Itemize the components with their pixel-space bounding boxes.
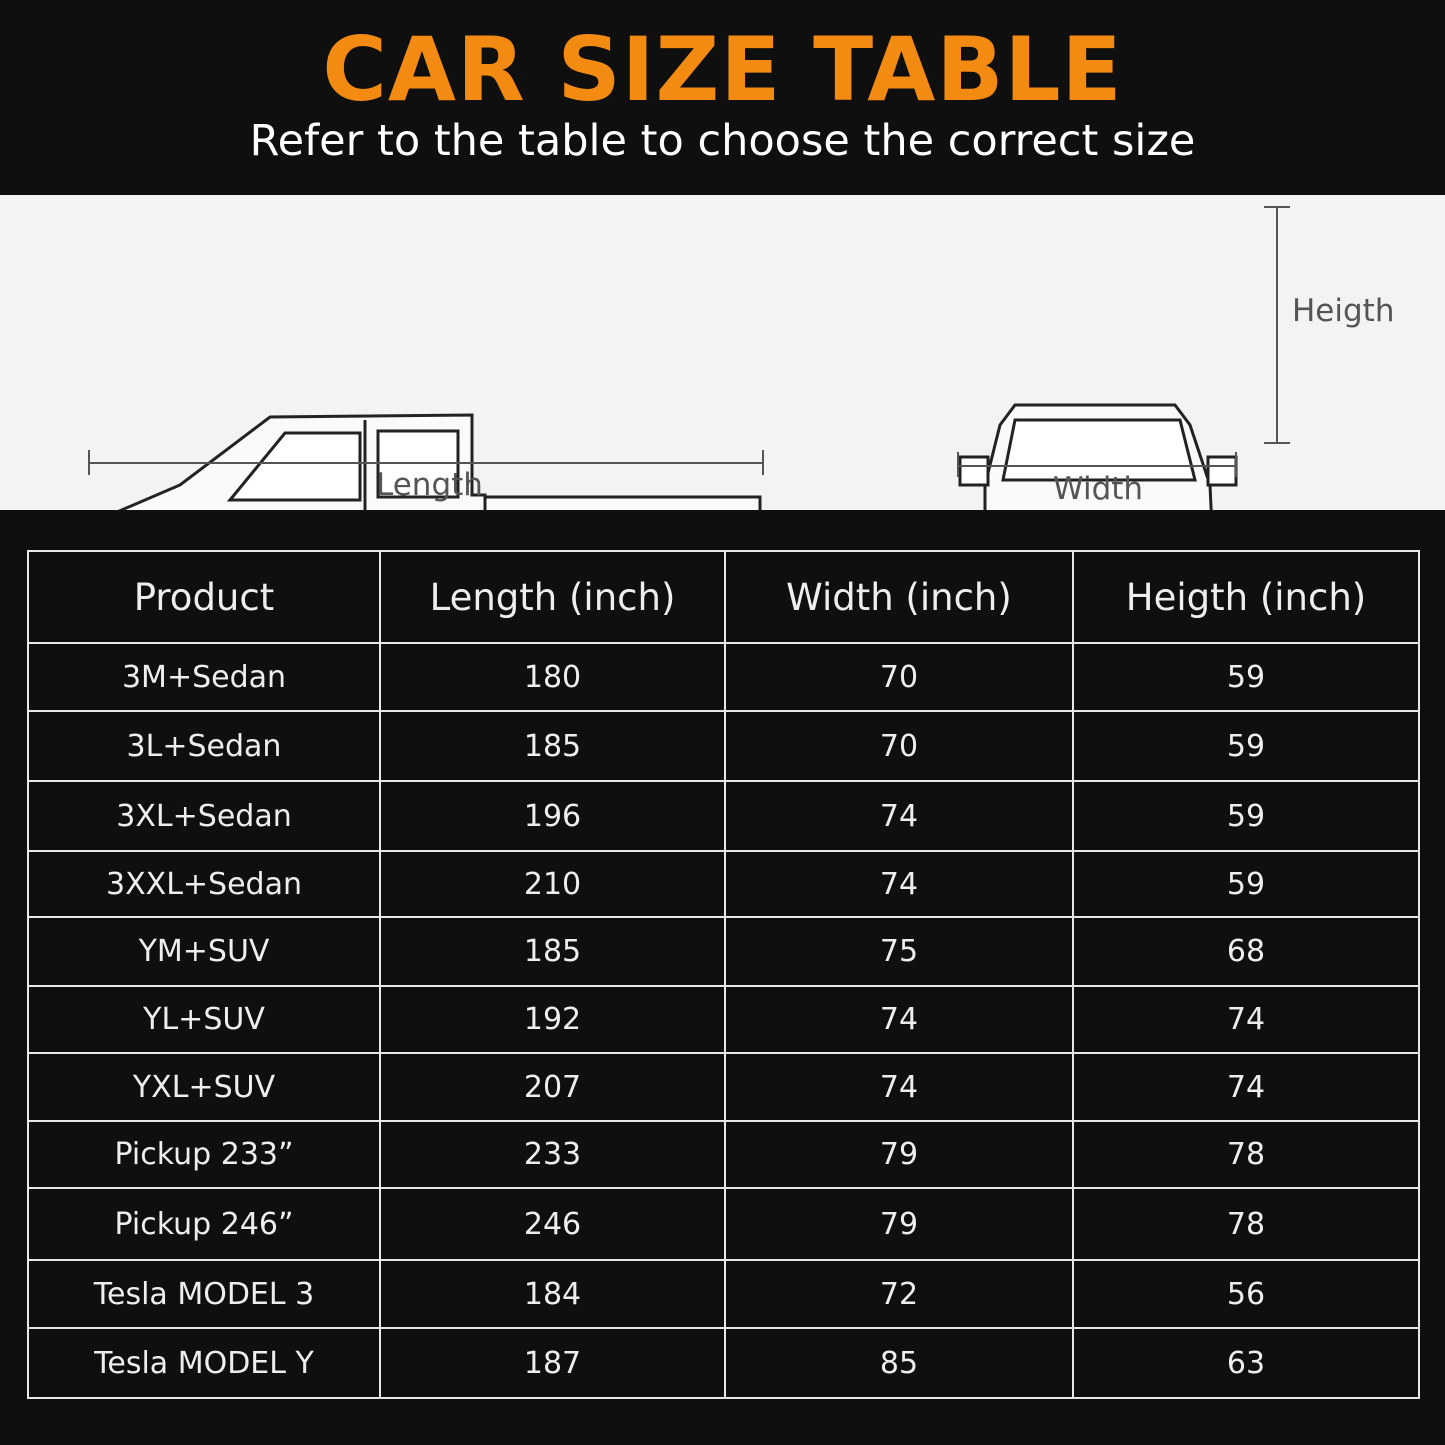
table-header-row: Product Length (inch) Width (inch) Heigth (… <box>27 550 1420 644</box>
length-cell: 185 <box>379 916 726 987</box>
table-row: YL+SUV 192 74 74 <box>27 985 1420 1054</box>
product-cell: 3XXL+Sedan <box>27 850 381 918</box>
width-cell: 74 <box>724 985 1074 1054</box>
length-cell: 180 <box>379 642 726 712</box>
column-header: Length (inch) <box>379 550 726 644</box>
height-cell: 59 <box>1072 780 1420 852</box>
table-row: Pickup 233” 233 79 78 <box>27 1120 1420 1189</box>
width-cell: 72 <box>724 1259 1074 1329</box>
length-cell: 185 <box>379 710 726 782</box>
height-cell: 59 <box>1072 710 1420 782</box>
table-row: Tesla MODEL Y 187 85 63 <box>27 1327 1420 1399</box>
length-cell: 196 <box>379 780 726 852</box>
size-table: Product Length (inch) Width (inch) Heigth (… <box>27 550 1420 1399</box>
length-cell: 184 <box>379 1259 726 1329</box>
length-cell: 187 <box>379 1327 726 1399</box>
height-cell: 63 <box>1072 1327 1420 1399</box>
table-row: YXL+SUV 207 74 74 <box>27 1052 1420 1122</box>
header: CAR SIZE TABLE Refer to the table to cho… <box>0 0 1445 195</box>
column-header: Heigth (inch) <box>1072 550 1420 644</box>
table-row: Tesla MODEL 3 184 72 56 <box>27 1259 1420 1329</box>
product-cell: 3M+Sedan <box>27 642 381 712</box>
dimension-diagram: Length Width Heigth <box>0 195 1445 510</box>
length-cell: 192 <box>379 985 726 1054</box>
height-cell: 56 <box>1072 1259 1420 1329</box>
product-cell: Pickup 233” <box>27 1120 381 1189</box>
height-cell: 59 <box>1072 642 1420 712</box>
table-row: Pickup 246” 246 79 78 <box>27 1187 1420 1261</box>
height-label: Heigth <box>1292 293 1395 329</box>
column-header: Width (inch) <box>724 550 1074 644</box>
width-label: Width <box>1053 471 1144 507</box>
product-cell: 3XL+Sedan <box>27 780 381 852</box>
truck-bed <box>483 495 762 510</box>
length-cell: 210 <box>379 850 726 918</box>
product-cell: Tesla MODEL 3 <box>27 1259 381 1329</box>
width-cell: 79 <box>724 1187 1074 1261</box>
table-row: 3M+Sedan 180 70 59 <box>27 642 1420 712</box>
height-cell: 78 <box>1072 1120 1420 1189</box>
width-cell: 74 <box>724 780 1074 852</box>
page-subtitle: Refer to the table to choose the correct… <box>249 116 1196 166</box>
height-cell: 74 <box>1072 1052 1420 1122</box>
table-row: 3L+Sedan 185 70 59 <box>27 710 1420 782</box>
product-cell: YXL+SUV <box>27 1052 381 1122</box>
length-label: Length <box>376 467 483 503</box>
width-cell: 74 <box>724 1052 1074 1122</box>
truck-illustration <box>88 206 1290 510</box>
table-row: 3XXL+Sedan 210 74 59 <box>27 850 1420 918</box>
height-cell: 78 <box>1072 1187 1420 1261</box>
width-cell: 74 <box>724 850 1074 918</box>
table-row: 3XL+Sedan 196 74 59 <box>27 780 1420 852</box>
height-cell: 59 <box>1072 850 1420 918</box>
length-cell: 207 <box>379 1052 726 1122</box>
width-cell: 75 <box>724 916 1074 987</box>
product-cell: YM+SUV <box>27 916 381 987</box>
width-cell: 79 <box>724 1120 1074 1189</box>
column-header: Product <box>27 550 381 644</box>
width-cell: 70 <box>724 710 1074 782</box>
product-cell: Pickup 246” <box>27 1187 381 1261</box>
length-cell: 246 <box>379 1187 726 1261</box>
product-cell: 3L+Sedan <box>27 710 381 782</box>
height-cell: 74 <box>1072 985 1420 1054</box>
product-cell: Tesla MODEL Y <box>27 1327 381 1399</box>
table-row: YM+SUV 185 75 68 <box>27 916 1420 987</box>
width-cell: 85 <box>724 1327 1074 1399</box>
length-cell: 233 <box>379 1120 726 1189</box>
product-cell: YL+SUV <box>27 985 381 1054</box>
height-cell: 68 <box>1072 916 1420 987</box>
page-title: CAR SIZE TABLE <box>322 18 1123 121</box>
width-cell: 70 <box>724 642 1074 712</box>
